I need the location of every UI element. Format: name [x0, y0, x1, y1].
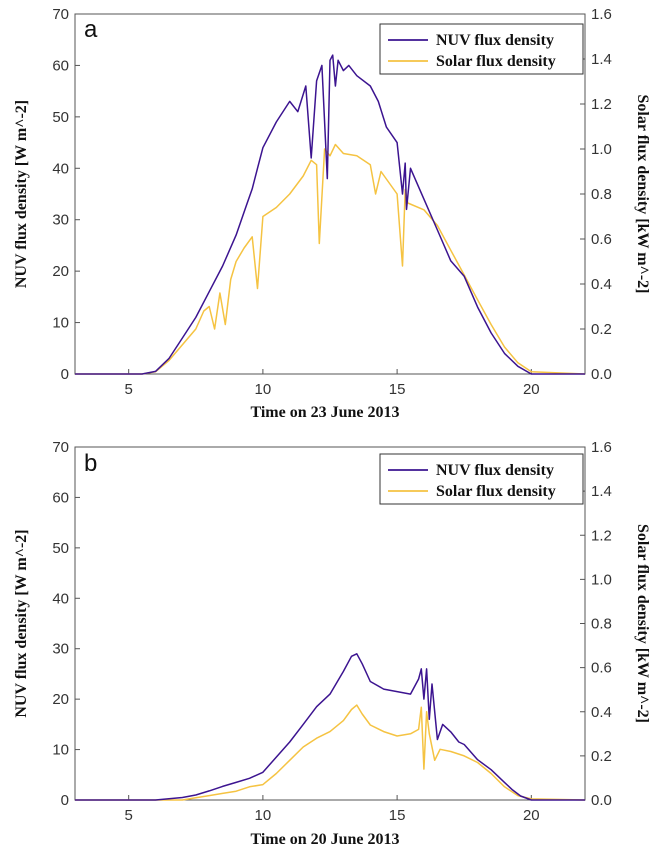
legend-label-solar: Solar flux density [436, 53, 556, 70]
panel-letter: b [84, 450, 97, 477]
left-tick-label: 60 [52, 489, 69, 506]
x-tick-label: 10 [255, 807, 272, 824]
solar-series-line [75, 143, 586, 375]
left-axis-title: NUV flux density [W m^-2] [13, 100, 30, 288]
x-tick-label: 10 [255, 381, 272, 398]
right-tick-label: 0.2 [591, 748, 612, 765]
x-tick-label: 20 [523, 381, 540, 398]
left-tick-label: 50 [52, 540, 69, 557]
legend-box [379, 453, 584, 505]
right-tick-label: 0.8 [591, 616, 612, 633]
chart-panel-b: 0 10 20 30 40 50 60 70 0.0 0.2 0.4 0.6 0.8 1.0 1.2 1.4 1… [13, 439, 651, 848]
nuv-series-line [75, 653, 585, 801]
right-tick-label: 1.0 [591, 141, 612, 158]
x-tick-label: 20 [523, 807, 540, 824]
panel-letter: a [84, 16, 98, 43]
left-tick-label: 30 [52, 212, 69, 229]
left-tick-label: 50 [52, 109, 69, 126]
right-tick-label: 1.0 [591, 571, 612, 588]
solar-series-line [75, 704, 586, 801]
x-tick-label: 15 [389, 807, 406, 824]
legend: NUV flux density Solar flux density [379, 23, 584, 75]
legend: NUV flux density Solar flux density [379, 453, 584, 505]
right-tick-label: 0.2 [591, 321, 612, 338]
x-tick-label: 5 [125, 381, 133, 398]
right-tick-label: 0.0 [591, 792, 612, 809]
right-tick-label: 1.4 [591, 51, 612, 68]
right-tick-label: 1.2 [591, 96, 612, 113]
right-tick-label: 0.4 [591, 276, 612, 293]
right-axis-title: Solar flux density [kW m^-2] [634, 524, 651, 723]
left-tick-label: 10 [52, 315, 69, 332]
legend-box [379, 23, 584, 75]
right-tick-label: 1.6 [591, 6, 612, 23]
left-tick-label: 40 [52, 590, 69, 607]
legend-label-solar: Solar flux density [436, 483, 556, 500]
x-axis-title: Time on 20 June 2013 [250, 831, 399, 848]
left-tick-label: 0 [61, 366, 69, 383]
x-axis-title: Time on 23 June 2013 [250, 404, 399, 421]
left-tick-label: 30 [52, 641, 69, 658]
nuv-series-line [75, 54, 585, 375]
left-tick-label: 70 [52, 439, 69, 456]
right-tick-label: 1.6 [591, 439, 612, 456]
left-tick-label: 10 [52, 742, 69, 759]
right-axis-title: Solar flux density [kW m^-2] [634, 95, 651, 294]
right-tick-label: 1.2 [591, 527, 612, 544]
x-tick-label: 15 [389, 381, 406, 398]
right-tick-label: 0.8 [591, 186, 612, 203]
left-tick-label: 70 [52, 6, 69, 23]
left-tick-label: 60 [52, 57, 69, 74]
left-tick-label: 0 [61, 792, 69, 809]
right-tick-label: 0.6 [591, 660, 612, 677]
right-tick-label: 1.4 [591, 483, 612, 500]
left-axis-title: NUV flux density [W m^-2] [13, 529, 30, 717]
left-tick-label: 40 [52, 160, 69, 177]
legend-label-nuv: NUV flux density [436, 32, 554, 49]
legend-label-nuv: NUV flux density [436, 462, 554, 479]
x-tick-label: 5 [125, 807, 133, 824]
chart-panel-a: 0 10 20 30 40 50 60 70 0.0 0.2 0.4 0.6 0.8 1.0 1.2 1.4 1… [13, 6, 651, 421]
left-tick-label: 20 [52, 263, 69, 280]
right-tick-label: 0.6 [591, 231, 612, 248]
right-tick-label: 0.0 [591, 366, 612, 383]
left-tick-label: 20 [52, 691, 69, 708]
right-tick-label: 0.4 [591, 704, 612, 721]
